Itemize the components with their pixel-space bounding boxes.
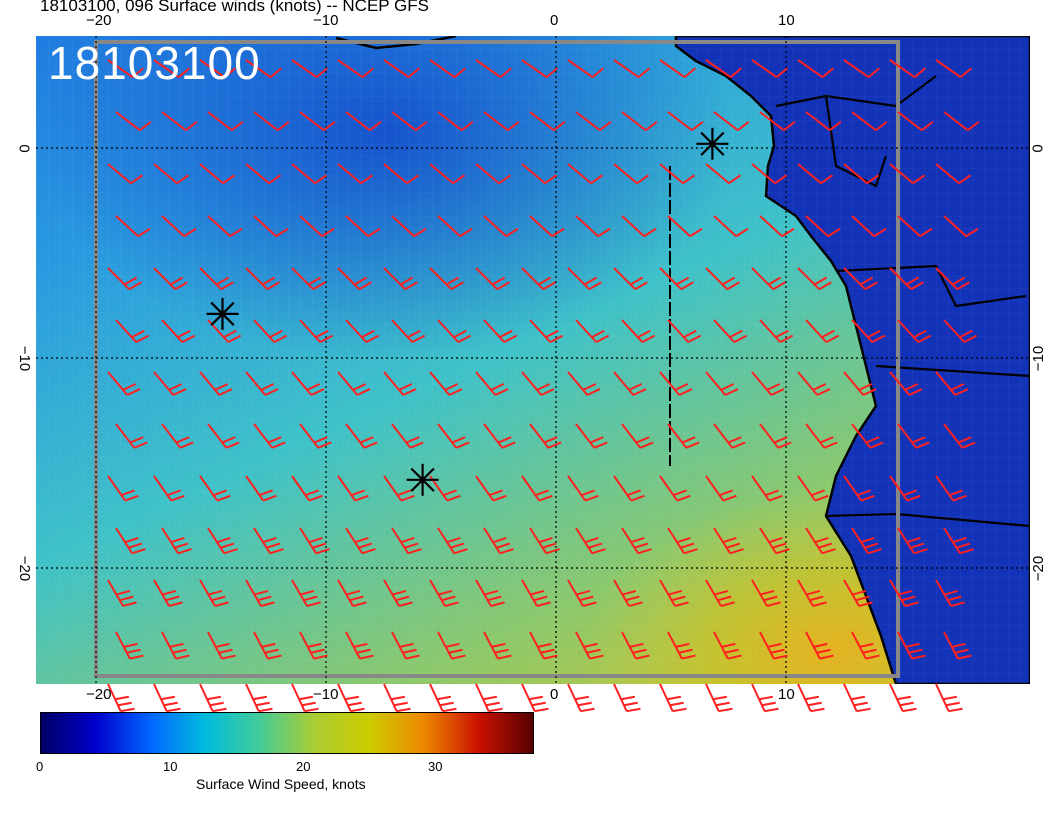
map-canvas bbox=[36, 36, 1030, 684]
data-grid bbox=[36, 36, 1030, 684]
domain-frame bbox=[94, 40, 900, 678]
lon-tick-bottom: 10 bbox=[778, 686, 795, 703]
lat-tick-right: −20 bbox=[1030, 555, 1048, 582]
wind-barb bbox=[567, 683, 595, 713]
map-title: 18103100, 096 Surface winds (knots) -- N… bbox=[40, 0, 429, 15]
wind-barb bbox=[751, 683, 779, 713]
colorbar-tick: 20 bbox=[296, 759, 311, 774]
graticule bbox=[36, 36, 1030, 684]
date-stamp: 18103100 bbox=[48, 37, 261, 89]
wind-barb bbox=[153, 683, 181, 713]
colorbar-tick: 10 bbox=[163, 759, 178, 774]
lon-tick-bottom: −10 bbox=[313, 686, 339, 703]
wind-barb bbox=[245, 683, 273, 713]
lon-tick-bottom: −20 bbox=[86, 686, 112, 703]
lat-tick-left: 0 bbox=[15, 144, 33, 153]
lon-tick-top: 10 bbox=[778, 12, 795, 29]
lat-tick-left: −10 bbox=[16, 345, 34, 372]
wind-barb bbox=[383, 683, 411, 713]
lon-tick-top: −20 bbox=[86, 12, 112, 29]
lon-tick-bottom: 0 bbox=[550, 686, 559, 703]
wind-barb bbox=[521, 683, 549, 713]
wind-barb bbox=[659, 683, 687, 713]
lat-tick-right: 0 bbox=[1029, 144, 1047, 153]
wind-barb bbox=[429, 683, 457, 713]
lat-tick-left: −20 bbox=[16, 555, 34, 582]
wind-barb bbox=[935, 683, 963, 713]
colorbar-tick: 0 bbox=[36, 759, 44, 774]
colorbar-label: Surface Wind Speed, knots bbox=[196, 776, 366, 792]
colorbar bbox=[40, 712, 534, 754]
colorbar-tick: 30 bbox=[428, 759, 443, 774]
lon-tick-top: 0 bbox=[550, 12, 559, 29]
wind-barb bbox=[889, 683, 917, 713]
wind-barb bbox=[475, 683, 503, 713]
wind-barb bbox=[613, 683, 641, 713]
wind-barb bbox=[337, 683, 365, 713]
wind-barb bbox=[797, 683, 825, 713]
wind-map bbox=[36, 36, 1030, 684]
lat-tick-right: −10 bbox=[1030, 345, 1048, 372]
lon-tick-top: −10 bbox=[313, 12, 339, 29]
wind-barb bbox=[843, 683, 871, 713]
wind-barb bbox=[199, 683, 227, 713]
wind-barb bbox=[705, 683, 733, 713]
wind-barb bbox=[107, 683, 135, 713]
